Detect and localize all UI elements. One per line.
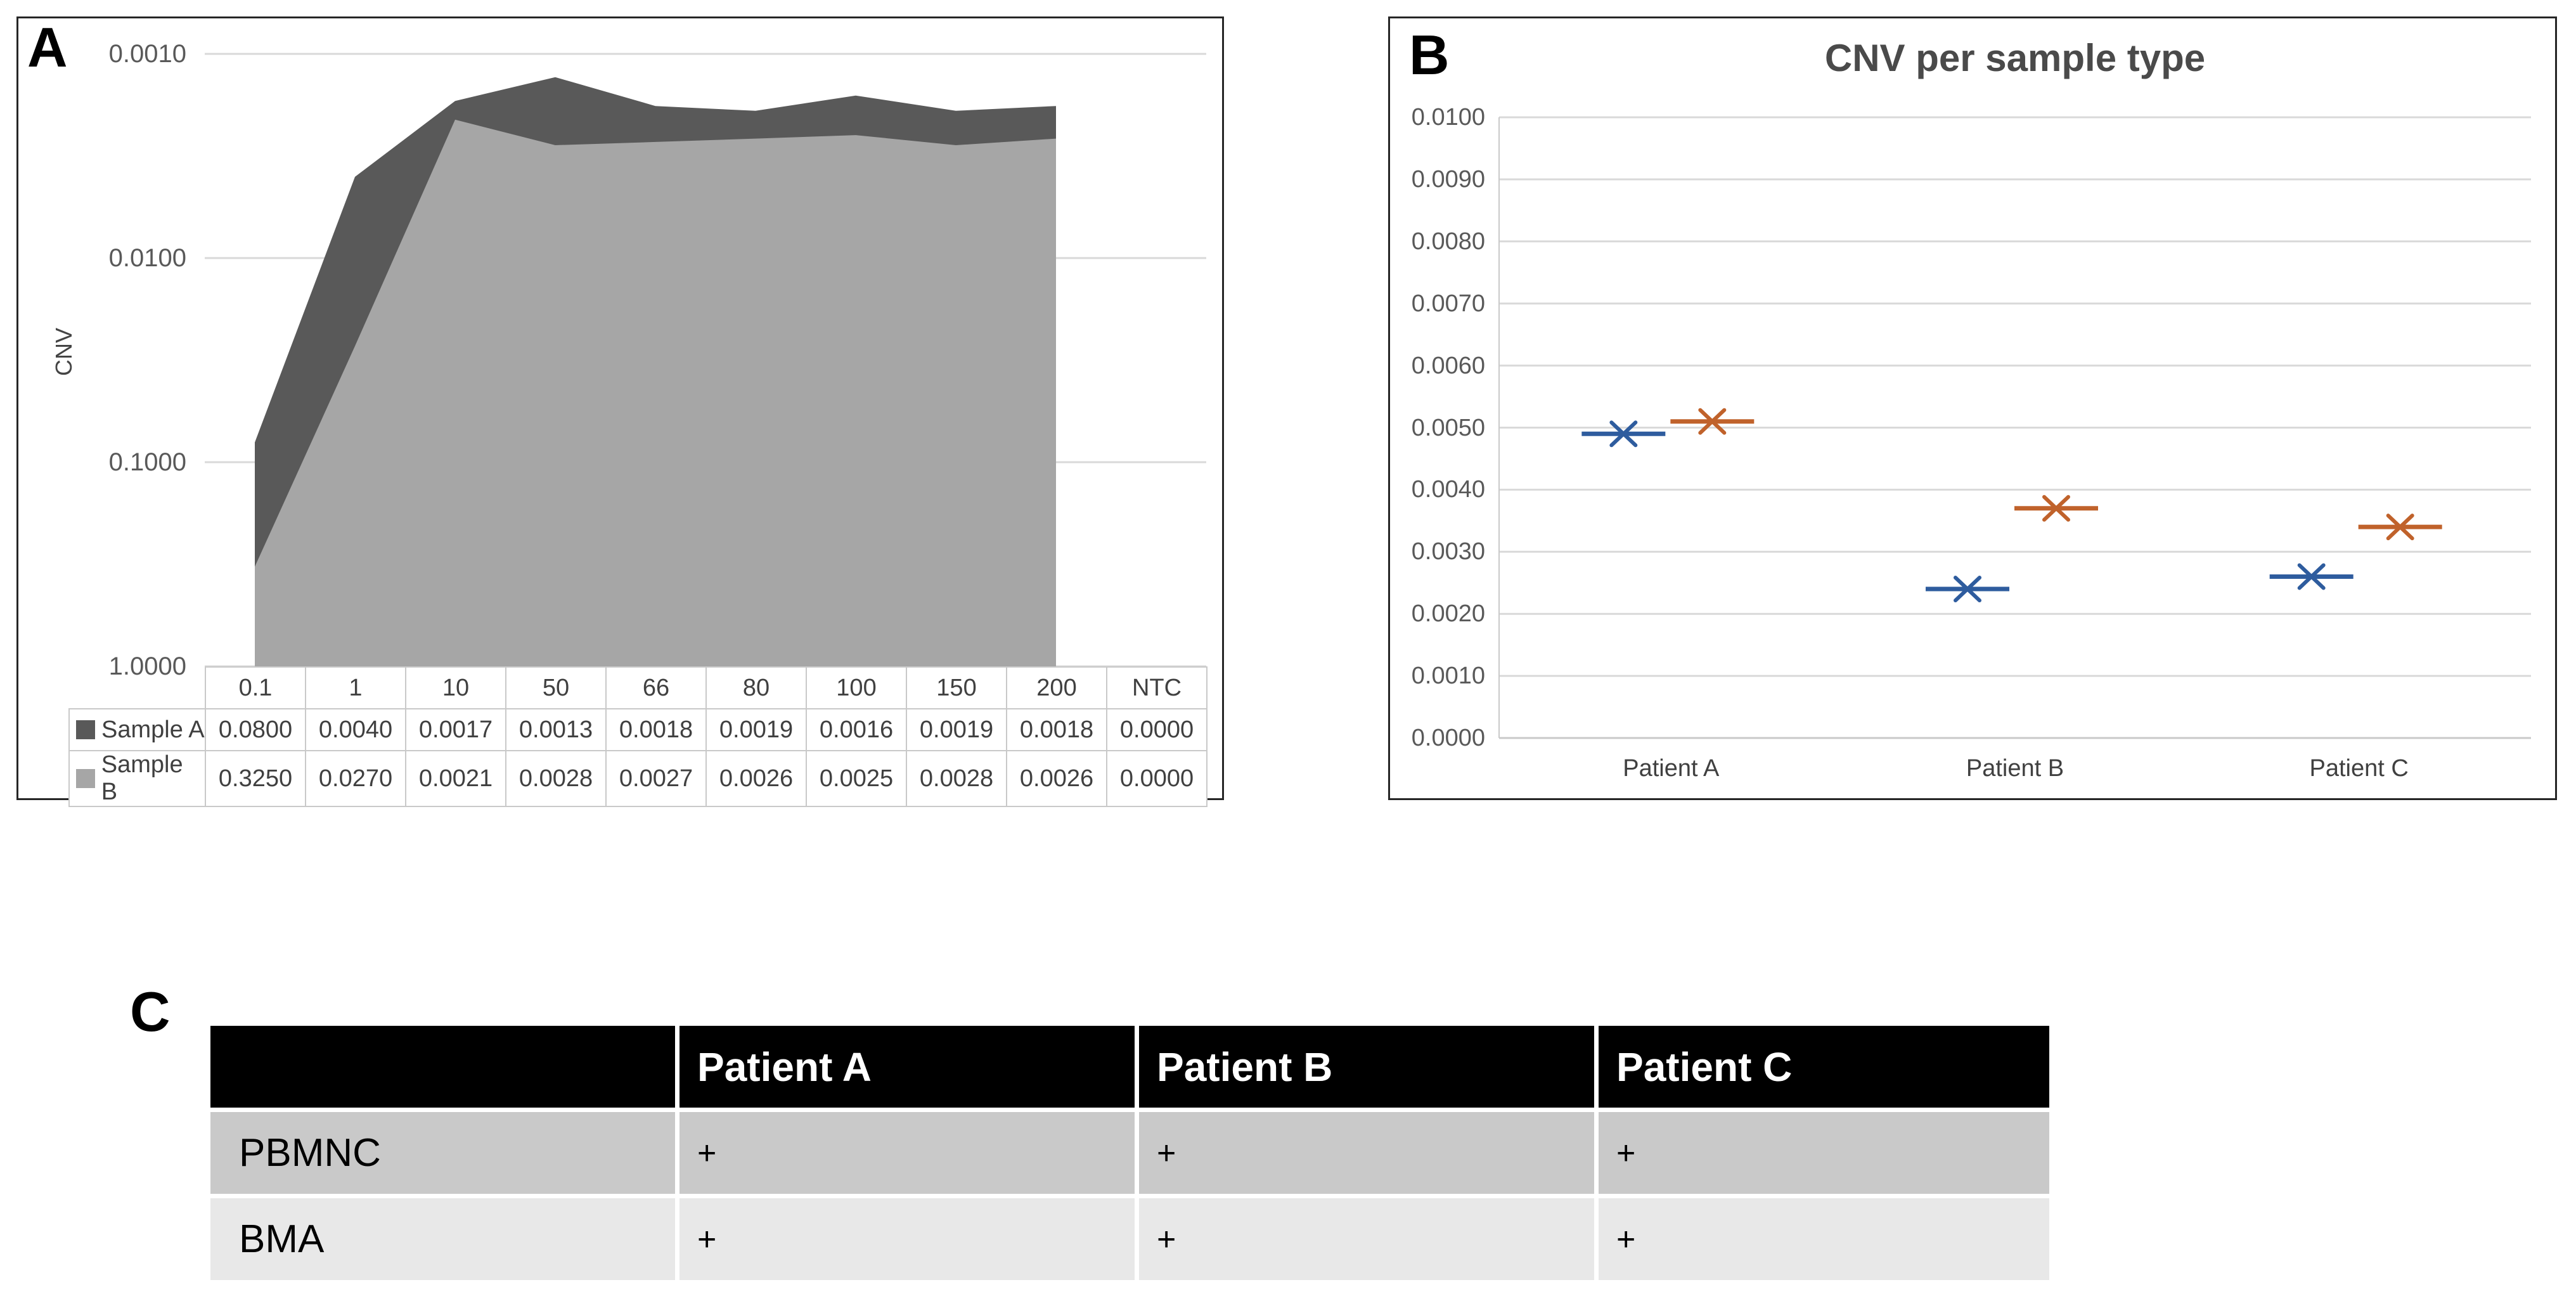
result-cell: + — [1599, 1198, 2049, 1280]
y-tick-label: 0.0090 — [1411, 165, 1485, 193]
marker-x-stroke — [2042, 495, 2070, 522]
x-axis-label: Patient A — [1623, 755, 1720, 782]
y-tick-label: 0.0100 — [108, 244, 186, 272]
panel-b-label: B — [1409, 23, 1450, 86]
table-value-cell: 0.0026 — [705, 750, 807, 807]
row-label-bma: BMA — [210, 1198, 675, 1280]
y-tick-label: 0.0100 — [1411, 104, 1485, 131]
x-axis-label: Patient B — [1966, 755, 2064, 782]
y-tick-label: 0.0020 — [1411, 600, 1485, 628]
table-value-cell: 0.0000 — [1106, 750, 1208, 807]
y-tick-label: 0.0010 — [108, 40, 186, 68]
marker-x-stroke — [1698, 408, 1727, 435]
legend-swatch-sample-a — [76, 720, 95, 739]
table-value-cell: 0.0019 — [906, 708, 1007, 751]
scatter-marker-blue-series-patient-a — [1581, 420, 1666, 448]
legend-swatch-sample-b — [76, 769, 95, 788]
y-tick-label: 0.0080 — [1411, 228, 1485, 255]
table-value-cell: 0.0028 — [505, 750, 607, 807]
area-chart — [205, 53, 1206, 668]
table-value-cell: 0.0026 — [1006, 750, 1107, 807]
x-axis-label: Patient C — [2309, 755, 2409, 782]
table-value-cell: 0.0018 — [605, 708, 707, 751]
table-value-cell: 0.0040 — [305, 708, 406, 751]
y-tick-label: 1.0000 — [108, 652, 186, 680]
results-table: Patient A Patient B Patient C PBMNC + + + BMA + +… — [210, 1026, 2054, 1280]
result-cell: + — [679, 1112, 1135, 1194]
legend-series-name: Sample A — [101, 716, 205, 743]
table-header-cell: 10 — [405, 666, 506, 709]
panel-c-label: C — [130, 980, 171, 1043]
table-value-cell: 0.0025 — [806, 750, 907, 807]
panel-a: A 0.0010 0.0100 0.1000 1.0000 CNV 0.1 1 10 50 6… — [16, 16, 1224, 807]
scatter-marker-blue-series-patient-c — [2269, 563, 2354, 590]
table-header-cell: NTC — [1106, 666, 1208, 709]
table-header-cell: 0.1 — [205, 666, 306, 709]
table-header-cell: 50 — [505, 666, 607, 709]
table-header-cell: 200 — [1006, 666, 1107, 709]
table-value-cell: 0.0018 — [1006, 708, 1107, 751]
panel-a-label: A — [27, 16, 68, 79]
result-cell: + — [1139, 1112, 1594, 1194]
table-value-cell: 0.0270 — [305, 750, 406, 807]
table-value-cell: 0.0017 — [405, 708, 506, 751]
row-label-pbmnc: PBMNC — [210, 1112, 675, 1194]
y-axis-title: CNV — [51, 328, 77, 377]
table-value-cell: 0.3250 — [205, 750, 306, 807]
table-header-cell: 66 — [605, 666, 707, 709]
table-value-cell: 0.0013 — [505, 708, 607, 751]
legend-cell: Sample A — [68, 708, 206, 751]
table-value-cell: 0.0027 — [605, 750, 707, 807]
legend-series-name: Sample B — [101, 751, 183, 805]
table-value-cell: 0.0000 — [1106, 708, 1208, 751]
table-header-cell: 100 — [806, 666, 907, 709]
scatter-marker-orange-series-patient-a — [1670, 408, 1755, 435]
table-row: Sample A 0.0800 0.0040 0.0017 0.0013 0.0018 0.… — [68, 708, 1208, 751]
table-header-row: 0.1 1 10 50 66 80 100 150 200 NTC — [69, 666, 1208, 709]
y-tick-label: 0.0040 — [1411, 476, 1485, 503]
data-table: 0.1 1 10 50 66 80 100 150 200 NTC Sample A 0.0800 0.… — [68, 666, 1208, 807]
panel-b: B CNV per sample type 0.0100 0.0090 0.0080… — [1388, 16, 2557, 800]
table-value-cell: 0.0800 — [205, 708, 306, 751]
header-cell-patient-c: Patient C — [1599, 1026, 2049, 1108]
scatter-marker-orange-series-patient-b — [2014, 495, 2098, 522]
scatter-chart — [1498, 116, 2531, 739]
header-cell-patient-b: Patient B — [1139, 1026, 1594, 1108]
result-cell: + — [1599, 1112, 2049, 1194]
table-value-cell: 0.0028 — [906, 750, 1007, 807]
header-corner-cell — [210, 1026, 675, 1108]
scatter-marker-blue-series-patient-b — [1926, 576, 2009, 603]
legend-cell: Sample B — [68, 750, 206, 807]
y-tick-label: 0.1000 — [108, 448, 186, 476]
y-tick-label: 0.0050 — [1411, 414, 1485, 441]
chart-title: CNV per sample type — [1824, 37, 2206, 79]
area-sample-b — [255, 119, 1056, 667]
header-cell-patient-a: Patient A — [679, 1026, 1135, 1108]
table-header-cell: 150 — [906, 666, 1007, 709]
scatter-marker-orange-series-patient-c — [2358, 514, 2442, 541]
marker-x-stroke — [1954, 576, 1981, 603]
table-value-cell: 0.0016 — [806, 708, 907, 751]
result-cell: + — [679, 1198, 1135, 1280]
table-row: Sample B 0.3250 0.0270 0.0021 0.0028 0.0027 0.… — [68, 750, 1208, 807]
y-tick-label: 0.0010 — [1411, 663, 1485, 690]
table-header-cell: 80 — [705, 666, 807, 709]
table-value-cell: 0.0021 — [405, 750, 506, 807]
y-tick-label: 0.0030 — [1411, 538, 1485, 566]
y-tick-label: 0.0060 — [1411, 352, 1485, 379]
y-tick-label: 0.0070 — [1411, 290, 1485, 317]
result-cell: + — [1139, 1198, 1594, 1280]
marker-x-stroke — [2297, 563, 2326, 590]
table-corner-cell — [69, 667, 205, 709]
marker-x-stroke — [2386, 514, 2414, 541]
marker-x-stroke — [1609, 420, 1638, 448]
table-value-cell: 0.0019 — [705, 708, 807, 751]
y-tick-label: 0.0000 — [1411, 725, 1485, 751]
table-header-cell: 1 — [305, 666, 406, 709]
